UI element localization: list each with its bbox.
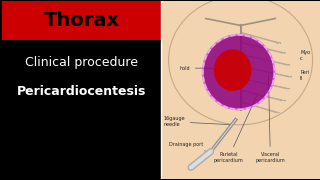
FancyBboxPatch shape [211,0,270,37]
Text: Pericardiocentesis: Pericardiocentesis [17,86,147,98]
Text: hold: hold [179,66,220,71]
Ellipse shape [203,35,274,109]
Text: Visceral
pericardium: Visceral pericardium [255,75,285,163]
Ellipse shape [214,49,252,91]
Text: Thorax: Thorax [44,11,120,30]
Text: Parietal
pericardium: Parietal pericardium [214,94,257,163]
Text: Myo
c: Myo c [300,50,310,61]
Text: Clinical procedure: Clinical procedure [25,56,138,69]
Text: Peri
tl: Peri tl [300,70,309,80]
Text: Drainage port: Drainage port [169,142,210,153]
Bar [2,1,161,40]
Bar [161,1,320,179]
Ellipse shape [169,0,313,125]
Text: 16gauge
needle: 16gauge needle [163,116,230,127]
